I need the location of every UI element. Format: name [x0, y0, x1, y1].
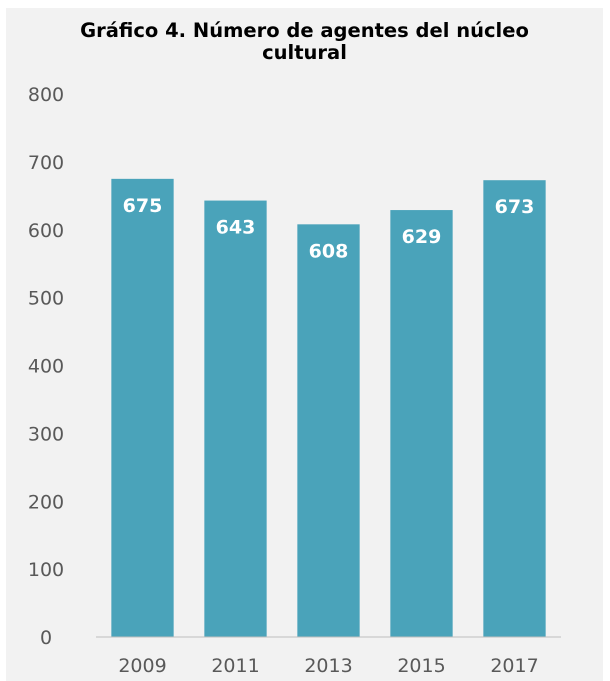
y-tick-label: 0: [40, 627, 52, 649]
x-tick-label: 2011: [211, 655, 259, 677]
y-tick-label: 100: [28, 559, 64, 581]
bar-data-label: 673: [495, 196, 535, 218]
x-tick-label: 2017: [490, 655, 538, 677]
bar-data-label: 675: [123, 195, 163, 217]
bar-chart-plot: 0 100 200 300 400 500 600 700 800 675 2009 643 2011 6…: [28, 84, 561, 677]
bar: [204, 200, 267, 637]
y-tick-label: 400: [28, 356, 64, 378]
bar-data-label: 643: [216, 217, 256, 239]
y-tick-label: 800: [28, 84, 64, 106]
chart-title: Gráfico 4. Número de agentes del núcleo …: [6, 20, 603, 64]
y-tick-label: 500: [28, 288, 64, 310]
y-tick-label: 600: [28, 220, 64, 242]
bar-data-label: 608: [309, 240, 349, 262]
chart-title-line-2: cultural: [262, 41, 347, 64]
x-tick-label: 2013: [304, 655, 352, 677]
bar: [483, 180, 546, 638]
y-tick-label: 300: [28, 423, 64, 445]
bar: [297, 224, 360, 637]
bar-data-label: 629: [402, 226, 442, 248]
bar: [111, 178, 174, 637]
x-tick-label: 2009: [118, 655, 166, 677]
bar: [390, 210, 453, 637]
y-tick-label: 200: [28, 491, 64, 513]
x-tick-label: 2015: [397, 655, 445, 677]
chart-title-line-1: Gráfico 4. Número de agentes del núcleo: [80, 19, 529, 42]
chart-area: Gráfico 4. Número de agentes del núcleo …: [6, 8, 603, 681]
y-tick-label: 700: [28, 152, 64, 174]
